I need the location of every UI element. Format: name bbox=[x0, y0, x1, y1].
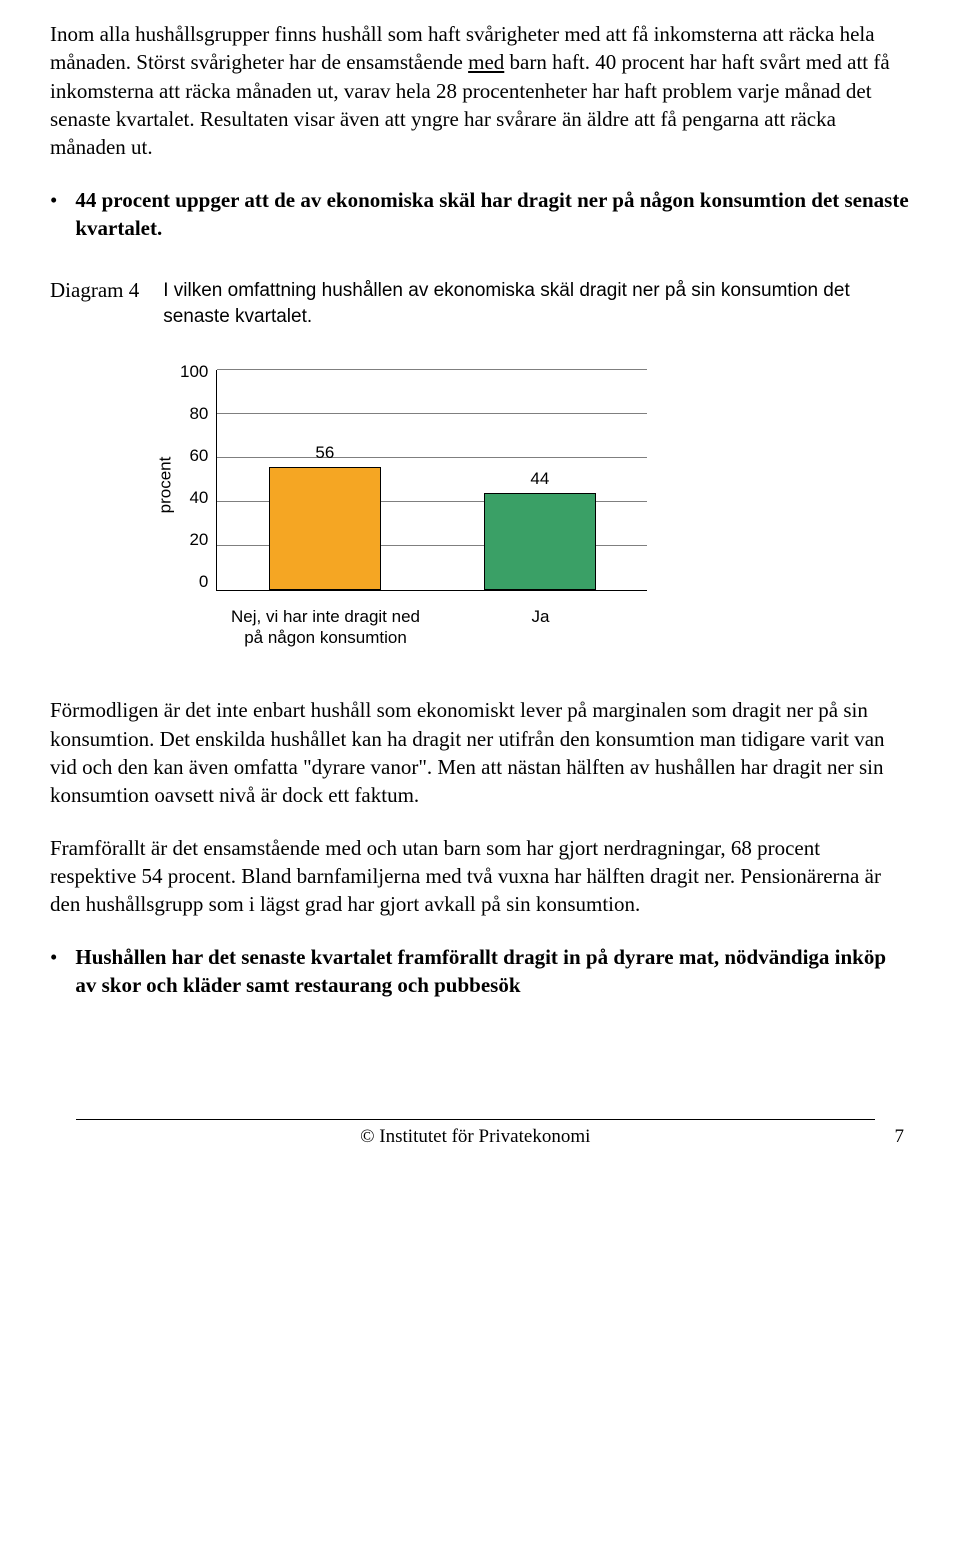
bullet-dot: • bbox=[50, 943, 57, 1000]
ytick-40: 40 bbox=[180, 488, 208, 508]
diagram-4: Diagram 4 I vilken omfattning hushållen … bbox=[50, 278, 910, 648]
ytick-80: 80 bbox=[180, 404, 208, 424]
ytick-20: 20 bbox=[180, 530, 208, 550]
para1-underlined-word: med bbox=[468, 50, 504, 74]
chart-core: 100 80 60 40 20 0 56 44 Nej, vi har inte … bbox=[180, 370, 648, 649]
xtick-2: Ja bbox=[433, 606, 648, 649]
y-ticks: 100 80 60 40 20 0 bbox=[180, 370, 208, 600]
bullet-2-text: Hushållen har det senaste kvartalet fram… bbox=[75, 943, 910, 1000]
chart-row: 100 80 60 40 20 0 56 44 bbox=[180, 370, 648, 600]
x-ticks: Nej, vi har inte dragit ned på någon kon… bbox=[218, 606, 648, 649]
bar-1 bbox=[484, 493, 596, 590]
bullet-item-1: • 44 procent uppger att de av ekonomiska… bbox=[50, 186, 910, 243]
page-footer: © Institutet för Privatekonomi 7 bbox=[50, 1119, 910, 1148]
diagram-caption: I vilken omfattning hushållen av ekonomi… bbox=[163, 278, 910, 329]
page-number: 7 bbox=[895, 1120, 905, 1148]
paragraph-intro: Inom alla hushållsgrupper finns hushåll … bbox=[50, 20, 910, 162]
bar-value-0: 56 bbox=[313, 443, 337, 463]
paragraph-2: Förmodligen är det inte enbart hushåll s… bbox=[50, 696, 910, 809]
document-page: Inom alla hushållsgrupper finns hushåll … bbox=[0, 0, 960, 1178]
bullet-item-2: • Hushållen har det senaste kvartalet fr… bbox=[50, 943, 910, 1000]
y-axis-label-wrap: procent bbox=[150, 370, 180, 600]
bar-value-1: 44 bbox=[528, 469, 552, 489]
footer-text: © Institutet för Privatekonomi bbox=[76, 1119, 875, 1148]
gridline bbox=[217, 369, 647, 370]
paragraph-3: Framförallt är det ensamstående med och … bbox=[50, 834, 910, 919]
gridline bbox=[217, 413, 647, 414]
plot-area: 56 44 bbox=[216, 370, 647, 591]
bar-chart: procent 100 80 60 40 20 0 5644 N bbox=[150, 370, 910, 649]
ytick-60: 60 bbox=[180, 446, 208, 466]
xtick-1-line2: på någon konsumtion bbox=[244, 628, 407, 647]
bar-0 bbox=[269, 467, 381, 590]
ytick-0: 0 bbox=[180, 572, 208, 592]
diagram-header: Diagram 4 I vilken omfattning hushållen … bbox=[50, 278, 910, 329]
ytick-100: 100 bbox=[180, 362, 208, 382]
xtick-2-label: Ja bbox=[532, 607, 550, 626]
diagram-number: Diagram 4 bbox=[50, 278, 139, 303]
bullet-1-text: 44 procent uppger att de av ekonomiska s… bbox=[75, 186, 910, 243]
y-axis-label: procent bbox=[155, 456, 175, 513]
xtick-1-line1: Nej, vi har inte dragit ned bbox=[231, 607, 420, 626]
xtick-1: Nej, vi har inte dragit ned på någon kon… bbox=[218, 606, 433, 649]
bullet-dot: • bbox=[50, 186, 57, 243]
gridline bbox=[217, 457, 647, 458]
